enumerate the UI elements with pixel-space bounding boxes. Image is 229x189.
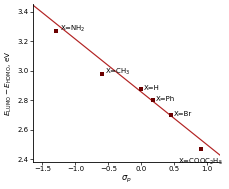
Point [54, 29, 57, 32]
Text: X=NH$_2$: X=NH$_2$ [60, 24, 85, 34]
Text: X=CH$_3$: X=CH$_3$ [105, 67, 131, 77]
Point [199, 147, 202, 150]
X-axis label: $\sigma_p$: $\sigma_p$ [121, 174, 132, 185]
Point [100, 72, 104, 75]
Point [169, 113, 173, 116]
Point [151, 99, 155, 102]
Text: X=H: X=H [144, 85, 160, 91]
Text: X=COOC$_2$H$_5$: X=COOC$_2$H$_5$ [177, 157, 222, 167]
Y-axis label: $E_{\mathrm{LUMO}}-E_{\mathrm{HOMO}}$, eV: $E_{\mathrm{LUMO}}-E_{\mathrm{HOMO}}$, e… [4, 50, 14, 116]
Text: X=Br: X=Br [174, 111, 192, 117]
Point [139, 88, 143, 91]
Text: X=Ph: X=Ph [156, 96, 175, 102]
